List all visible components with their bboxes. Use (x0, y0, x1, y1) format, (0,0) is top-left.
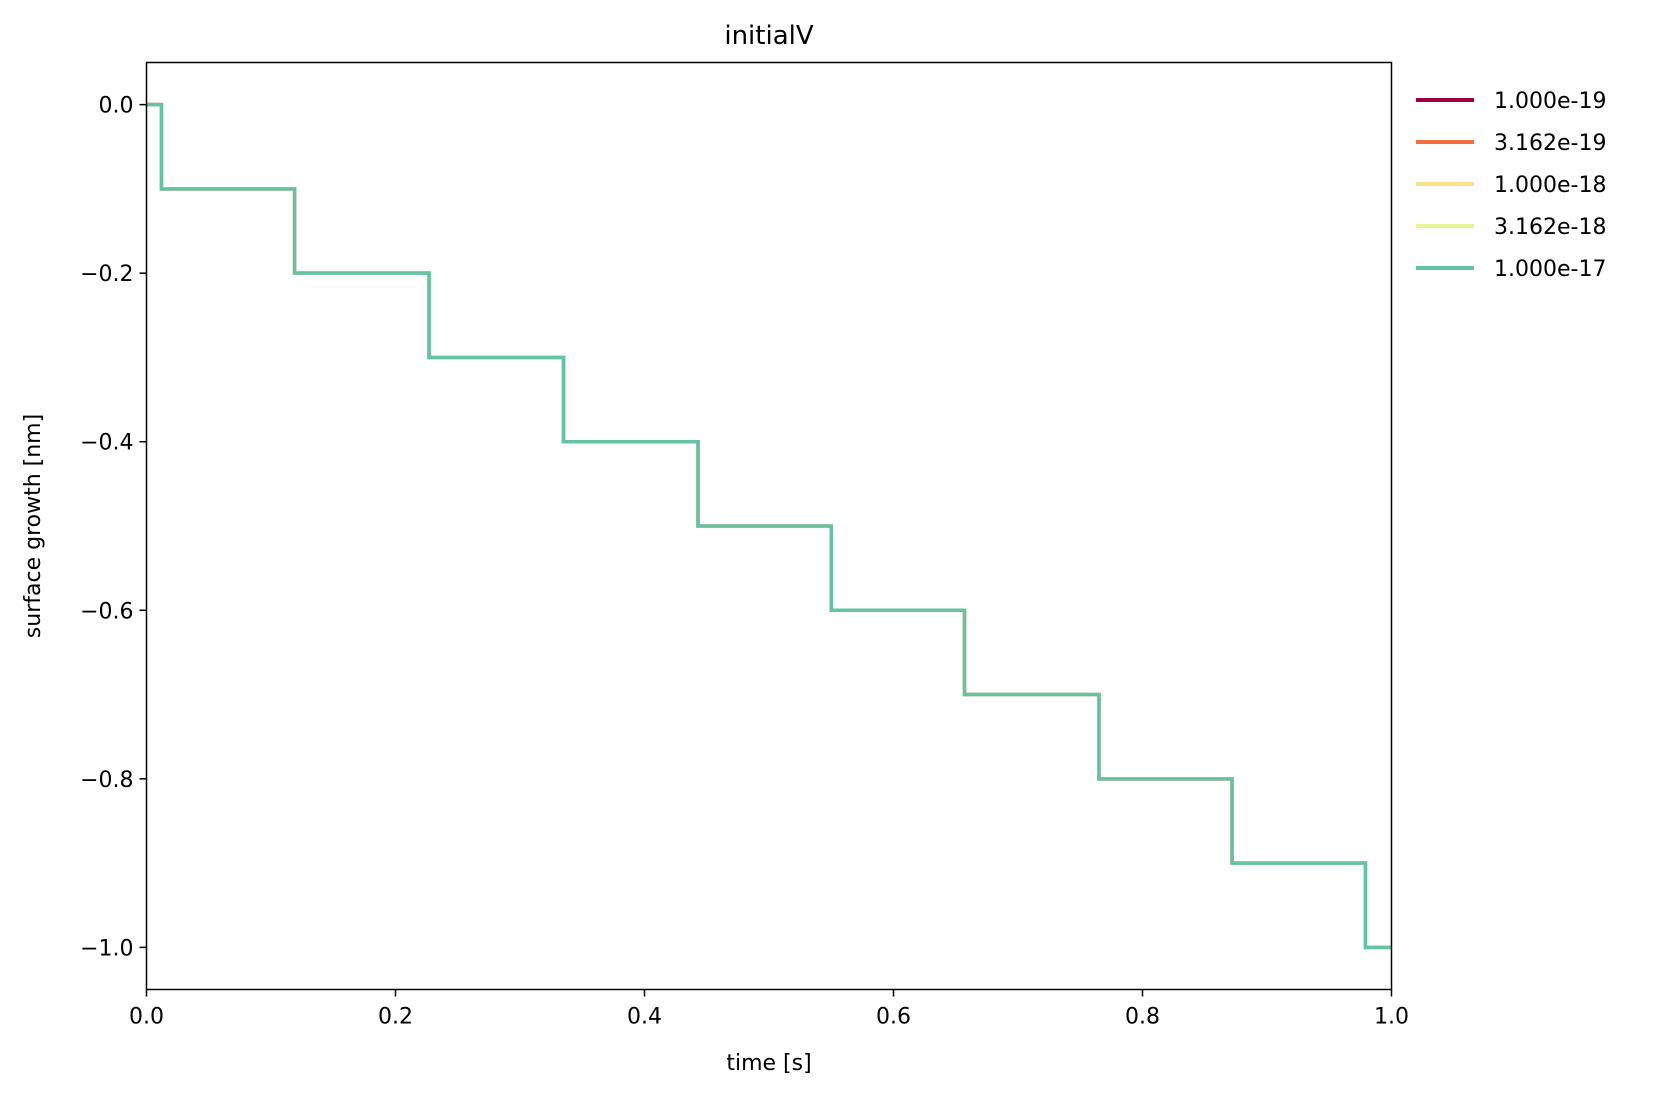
x-tick-label: 0.4 (627, 1005, 662, 1030)
y-tick-label: −0.4 (80, 431, 133, 456)
y-axis: 0.0 −0.2 −0.4 −0.6 −0.8 −1.0 (80, 94, 147, 961)
y-axis-label: surface growth [nm] (21, 414, 46, 638)
legend-entry-label: 1.000e-19 (1494, 89, 1606, 114)
series-layer (146, 102, 1392, 950)
x-tick-label: 1.0 (1374, 1005, 1409, 1030)
x-tick-label: 0.6 (876, 1005, 911, 1030)
legend: 1.000e-19 3.162e-19 1.000e-18 3.162e-18 1.00… (1416, 89, 1606, 282)
x-tick-label: 0.8 (1125, 1005, 1160, 1030)
y-tick-label: −0.2 (80, 262, 133, 287)
legend-entry-label: 3.162e-19 (1494, 131, 1606, 156)
y-tick-label: −0.8 (80, 768, 133, 793)
series-line-5 (146, 102, 1392, 950)
legend-entry-label: 1.000e-17 (1494, 257, 1606, 282)
x-tick-label: 0.0 (129, 1005, 164, 1030)
legend-entry-label: 1.000e-18 (1494, 173, 1606, 198)
x-tick-label: 0.2 (378, 1005, 413, 1030)
plot-frame (145, 61, 1393, 991)
x-axis: 0.0 0.2 0.4 0.6 0.8 1.0 (129, 989, 1409, 1030)
y-tick-label: −0.6 (80, 599, 133, 624)
y-tick-label: −1.0 (80, 936, 133, 961)
legend-entry-label: 3.162e-18 (1494, 215, 1606, 240)
y-tick-label: 0.0 (99, 94, 134, 119)
chart-title: initialV (724, 21, 814, 51)
x-axis-label: time [s] (726, 1051, 811, 1076)
